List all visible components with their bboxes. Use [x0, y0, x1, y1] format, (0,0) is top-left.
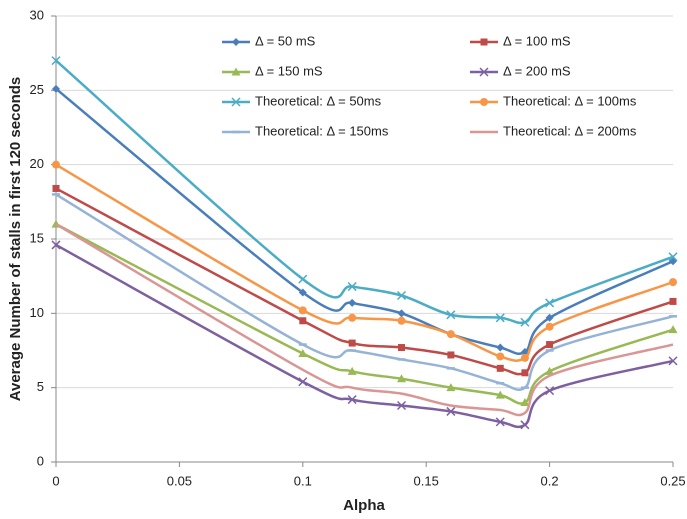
legend-label: Δ = 150 mS: [255, 63, 323, 78]
legend-label: Theoretical: Δ = 150ms: [255, 123, 389, 138]
marker: [668, 356, 678, 366]
marker: [348, 313, 357, 322]
marker: [669, 297, 677, 305]
y-tick-label: 5: [37, 379, 44, 394]
marker: [347, 366, 357, 375]
series-line: [55, 223, 674, 405]
marker: [546, 341, 554, 349]
marker: [496, 343, 505, 352]
marker: [348, 298, 357, 307]
y-axis-title: Average Number of stalls in first 120 se…: [7, 77, 24, 402]
marker: [231, 67, 241, 76]
marker: [299, 317, 307, 325]
y-tick-label: 25: [30, 82, 44, 97]
marker: [668, 252, 678, 262]
marker: [396, 290, 407, 301]
marker: [495, 390, 505, 399]
marker: [446, 383, 456, 392]
marker: [446, 310, 456, 320]
y-tick-label: 0: [37, 453, 44, 468]
marker: [298, 274, 308, 284]
marker: [496, 364, 504, 372]
marker: [545, 298, 555, 308]
marker: [447, 351, 455, 359]
marker: [397, 374, 407, 383]
marker: [298, 306, 307, 315]
marker: [495, 417, 505, 427]
marker: [480, 98, 488, 106]
marker: [52, 184, 60, 192]
marker: [231, 97, 241, 107]
marker: [298, 348, 308, 357]
legend-label: Theoretical: Δ = 200ms: [503, 123, 637, 138]
legend-label: Theoretical: Δ = 50ms: [255, 93, 382, 108]
series-line: [55, 59, 674, 325]
series-line: [55, 87, 674, 356]
legend-item: Theoretical: Δ = 200ms: [470, 123, 637, 138]
x-tick-label: 0.1: [294, 473, 312, 488]
x-tick-label: 0.2: [541, 473, 559, 488]
y-tick-label: 10: [30, 305, 44, 320]
y-tick-label: 30: [30, 7, 44, 22]
series-line: [55, 187, 674, 376]
legend-label: Δ = 200 mS: [503, 63, 571, 78]
marker: [446, 406, 456, 416]
marker: [496, 352, 505, 361]
marker: [520, 398, 530, 407]
marker: [347, 395, 357, 405]
marker: [545, 386, 555, 396]
marker: [298, 377, 308, 387]
marker: [446, 330, 455, 339]
x-tick-label: 0.25: [660, 473, 685, 488]
marker: [545, 366, 555, 375]
marker: [480, 38, 488, 46]
marker: [495, 313, 505, 323]
marker: [51, 56, 61, 66]
x-tick-label: 0.05: [167, 473, 192, 488]
marker: [232, 38, 240, 46]
series-line: [55, 163, 674, 362]
x-axis-title: Alpha: [343, 497, 385, 514]
marker: [396, 400, 407, 411]
marker: [479, 67, 489, 77]
y-tick-label: 20: [30, 156, 44, 171]
legend-item: Theoretical: Δ = 150ms: [222, 123, 389, 138]
marker: [397, 316, 406, 325]
series-line: [55, 223, 674, 417]
marker: [668, 325, 678, 334]
marker: [520, 420, 530, 430]
marker: [521, 369, 529, 377]
marker: [545, 313, 554, 322]
legend-item: Theoretical: Δ = 50ms: [222, 93, 382, 108]
legend-label: Δ = 50 mS: [255, 33, 316, 48]
y-tick-label: 15: [30, 230, 44, 245]
series-line: [55, 243, 674, 429]
legend-item: Theoretical: Δ = 100ms: [470, 93, 637, 108]
series-line: [55, 193, 674, 391]
marker: [520, 353, 529, 362]
marker: [669, 278, 677, 287]
x-tick-label: 0.15: [414, 473, 439, 488]
marker: [545, 322, 554, 331]
marker: [298, 288, 307, 297]
marker: [347, 282, 357, 292]
marker: [51, 240, 61, 250]
legend-label: Δ = 100 mS: [503, 33, 571, 48]
marker: [520, 317, 530, 327]
marker: [52, 160, 60, 169]
marker: [52, 84, 60, 93]
marker: [348, 339, 356, 347]
legend-label: Theoretical: Δ = 100ms: [503, 93, 637, 108]
x-tick-label: 0: [52, 473, 59, 488]
marker: [397, 309, 406, 318]
marker: [398, 344, 406, 352]
